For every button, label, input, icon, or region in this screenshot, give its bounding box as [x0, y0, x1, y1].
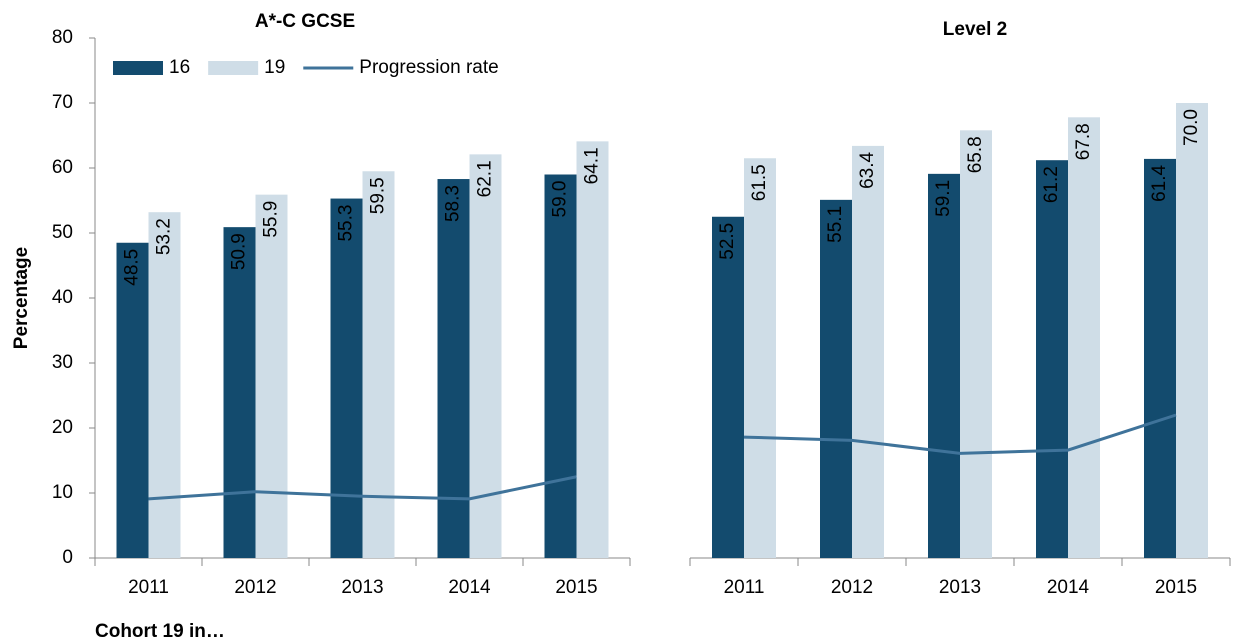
panel-title: Level 2 [943, 19, 1007, 40]
legend-label: 19 [264, 57, 285, 78]
value-label: 52.5 [717, 223, 738, 260]
value-label: 70.0 [1181, 109, 1202, 146]
value-label: 65.8 [965, 136, 986, 173]
x-tick-label: 2015 [555, 577, 597, 598]
legend-swatch [208, 61, 259, 75]
y-tick-label: 40 [52, 287, 73, 308]
bar [1176, 103, 1208, 558]
bar [820, 199, 852, 558]
value-label: 55.9 [261, 201, 282, 238]
value-label: 63.4 [857, 151, 878, 188]
value-label: 59.1 [933, 180, 954, 217]
value-label: 53.2 [154, 218, 175, 255]
y-tick-label: 80 [52, 27, 73, 48]
bar [928, 173, 960, 558]
y-tick-label: 50 [52, 222, 73, 243]
value-label: 58.3 [443, 185, 464, 222]
bar [1036, 160, 1068, 558]
bar [148, 212, 181, 558]
legend-label: 16 [169, 57, 190, 78]
progression-line [148, 475, 577, 501]
bar [469, 154, 502, 558]
value-label: 64.1 [582, 147, 603, 184]
bar [712, 216, 744, 558]
value-label: 59.5 [368, 177, 389, 214]
value-label: 59.0 [550, 181, 571, 218]
x-tick-label: 2014 [1047, 577, 1090, 598]
value-label: 61.4 [1149, 164, 1170, 201]
x-tick-label: 2014 [448, 577, 491, 598]
value-label: 61.2 [1041, 166, 1062, 203]
bar [544, 174, 577, 558]
y-tick-label: 30 [52, 352, 73, 373]
bar [744, 158, 776, 558]
x-tick-label: 2012 [234, 577, 276, 598]
value-label: 55.1 [825, 206, 846, 243]
x-tick-label: 2011 [724, 577, 765, 598]
x-tick-label: 2015 [1155, 577, 1197, 598]
value-label: 62.1 [475, 160, 496, 197]
x-tick-label: 2013 [939, 577, 981, 598]
bar [362, 171, 395, 558]
bar [116, 242, 149, 558]
x-tick-label: 2013 [341, 577, 383, 598]
bar [960, 130, 992, 559]
x-tick-label: 2011 [128, 577, 169, 598]
legend-swatch [113, 61, 163, 75]
x-axis-label: Cohort 19 in… [95, 621, 225, 642]
bar [1068, 117, 1100, 559]
y-tick-label: 60 [52, 157, 73, 178]
y-tick-label: 20 [52, 417, 73, 438]
y-tick-label: 10 [52, 482, 73, 503]
bar [330, 198, 363, 559]
y-tick-label: 70 [52, 92, 73, 113]
x-tick-label: 2012 [831, 577, 873, 598]
bar [437, 179, 470, 559]
bar [255, 194, 288, 558]
value-label: 67.8 [1073, 123, 1094, 160]
value-label: 61.5 [749, 164, 770, 201]
bar [223, 227, 256, 558]
value-label: 48.5 [122, 249, 143, 286]
bar [852, 145, 884, 558]
value-label: 50.9 [229, 233, 250, 270]
legend-label: Progression rate [359, 57, 498, 78]
progression-line [743, 413, 1177, 455]
bar [1144, 158, 1176, 558]
y-tick-label: 0 [62, 547, 73, 568]
panel-title: A*-C GCSE [255, 11, 355, 32]
bar [576, 141, 609, 558]
y-axis-label: Percentage [11, 247, 32, 349]
value-label: 55.3 [336, 205, 357, 242]
